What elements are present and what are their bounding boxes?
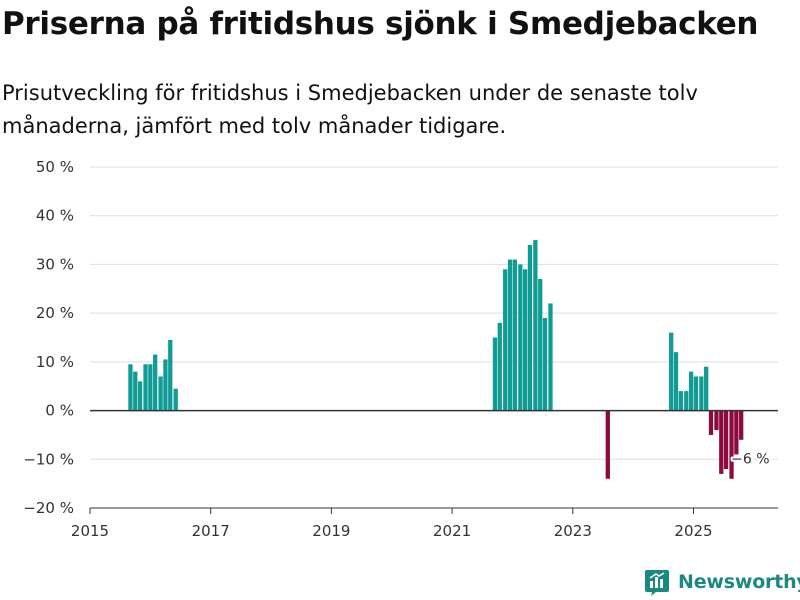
bar	[148, 364, 153, 411]
y-axis-ticks: −20 % −10 % 0 % 10 % 20 % 30 % 40 % 50 %	[23, 158, 74, 517]
bar	[173, 388, 178, 411]
bar	[729, 410, 734, 479]
newsworthy-logo[interactable]: Newsworthy	[644, 568, 800, 596]
brand-name: Newsworthy	[678, 571, 800, 593]
y-tick-label: 50 %	[36, 158, 74, 176]
y-tick-label: 40 %	[36, 207, 74, 225]
annotation-label: −6 %	[731, 452, 769, 468]
x-axis: 2015 2017 2019 2021 2023 2025	[71, 409, 778, 540]
bar	[153, 354, 158, 411]
bar	[128, 364, 133, 411]
x-tick-label: 2023	[554, 522, 592, 540]
bar	[699, 376, 704, 411]
bar	[507, 259, 513, 411]
x-tick-label: 2021	[433, 522, 471, 540]
bar	[739, 410, 744, 440]
bar	[133, 371, 138, 411]
bar	[168, 339, 173, 411]
y-tick-label: 0 %	[45, 402, 74, 420]
bar	[503, 269, 508, 411]
bar	[673, 352, 679, 411]
bar	[669, 332, 674, 411]
y-tick-label: 10 %	[36, 353, 74, 371]
bar	[734, 410, 739, 455]
bar	[143, 364, 148, 411]
bar	[688, 371, 694, 411]
bar	[704, 366, 709, 411]
bars	[128, 240, 744, 479]
x-tick-label: 2019	[312, 522, 350, 540]
bar	[723, 410, 729, 470]
chart-subtitle: Prisutveckling för fritidshus i Smedjeba…	[2, 81, 698, 138]
bar	[137, 381, 143, 411]
bar	[548, 303, 553, 411]
bar	[518, 264, 523, 411]
bar	[492, 337, 498, 411]
bar	[684, 391, 689, 411]
gridlines	[90, 166, 778, 509]
bar	[163, 359, 168, 411]
bar	[522, 269, 528, 411]
annotation: −6 %	[729, 450, 771, 470]
bar	[497, 322, 502, 411]
bar	[714, 410, 719, 431]
bar	[158, 376, 163, 411]
bar	[538, 279, 543, 411]
bar	[527, 244, 533, 411]
bar	[533, 240, 538, 411]
x-tick-label: 2015	[71, 522, 109, 540]
x-tick-label: 2025	[674, 522, 712, 540]
chart-title: Priserna på fritidshus sjönk i Smedjebac…	[2, 6, 759, 42]
y-tick-label: 30 %	[36, 255, 74, 273]
x-tick-label: 2017	[192, 522, 230, 540]
bar	[605, 410, 610, 479]
bar	[693, 376, 699, 411]
newsworthy-logo-icon	[645, 570, 669, 596]
y-tick-label: −10 %	[23, 450, 74, 468]
bar	[512, 259, 518, 411]
bar	[678, 391, 683, 411]
bar	[542, 318, 548, 411]
bar	[719, 410, 724, 474]
y-tick-label: 20 %	[36, 304, 74, 322]
bar	[708, 410, 714, 435]
y-tick-label: −20 %	[23, 499, 74, 517]
